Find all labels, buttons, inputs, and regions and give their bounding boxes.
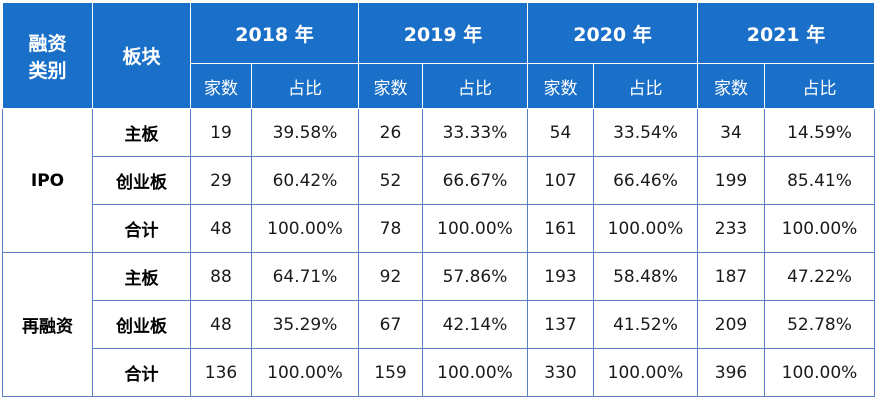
- ratio-cell: 85.41%: [764, 156, 875, 205]
- ratio-cell: 41.52%: [593, 300, 698, 349]
- table-row: 创业板 48 35.29% 67 42.14% 137 41.52% 209 5…: [3, 300, 875, 349]
- count-cell: 330: [527, 348, 594, 397]
- count-cell: 26: [358, 108, 423, 157]
- ratio-cell: 100.00%: [251, 348, 359, 397]
- ratio-cell: 66.67%: [422, 156, 528, 205]
- ratio-cell: 64.71%: [251, 252, 359, 301]
- table-row: 创业板 29 60.42% 52 66.67% 107 66.46% 199 8…: [3, 156, 875, 205]
- category-cell: 再融资: [2, 252, 93, 397]
- category-cell: IPO: [2, 108, 93, 253]
- header-ratio: 占比: [593, 63, 698, 109]
- table-row: 合计 48 100.00% 78 100.00% 161 100.00% 233…: [3, 204, 875, 253]
- ratio-cell: 47.22%: [764, 252, 875, 301]
- header-row-metrics: 家数 占比 家数 占比 家数 占比 家数 占比: [3, 63, 875, 109]
- header-row-years: 融资 类别 板块 2018 年 2019 年 2020 年 2021 年: [2, 2, 875, 109]
- count-cell: 199: [697, 156, 765, 205]
- header-year: 2018 年: [190, 2, 359, 64]
- ratio-cell: 35.29%: [251, 300, 359, 349]
- ratio-cell: 58.48%: [593, 252, 698, 301]
- count-cell: 187: [697, 252, 765, 301]
- count-cell: 136: [190, 348, 252, 397]
- count-cell: 34: [697, 108, 765, 157]
- header-year: 2020 年: [527, 2, 698, 64]
- ratio-cell: 100.00%: [764, 204, 875, 253]
- table-row: IPO 主板 19 39.58% 26 33.33% 54 33.54% 34 …: [2, 108, 875, 253]
- ratio-cell: 57.86%: [422, 252, 528, 301]
- segment-cell: 合计: [92, 204, 191, 253]
- header-segment: 板块: [92, 2, 191, 109]
- ratio-cell: 100.00%: [593, 348, 698, 397]
- count-cell: 29: [190, 156, 252, 205]
- ratio-cell: 33.33%: [422, 108, 528, 157]
- segment-cell: 合计: [92, 348, 191, 397]
- count-cell: 78: [358, 204, 423, 253]
- header-count: 家数: [358, 63, 423, 109]
- ratio-cell: 52.78%: [764, 300, 875, 349]
- ratio-cell: 100.00%: [422, 348, 528, 397]
- count-cell: 137: [527, 300, 594, 349]
- count-cell: 159: [358, 348, 423, 397]
- count-cell: 88: [190, 252, 252, 301]
- ratio-cell: 100.00%: [422, 204, 528, 253]
- header-count: 家数: [697, 63, 765, 109]
- count-cell: 161: [527, 204, 594, 253]
- count-cell: 107: [527, 156, 594, 205]
- header-count: 家数: [527, 63, 594, 109]
- count-cell: 54: [527, 108, 594, 157]
- ratio-cell: 100.00%: [593, 204, 698, 253]
- header-ratio: 占比: [251, 63, 359, 109]
- header-count: 家数: [190, 63, 252, 109]
- count-cell: 233: [697, 204, 765, 253]
- ratio-cell: 42.14%: [422, 300, 528, 349]
- segment-cell: 创业板: [92, 156, 191, 205]
- count-cell: 92: [358, 252, 423, 301]
- header-category: 融资 类别: [2, 2, 93, 109]
- header-year: 2021 年: [697, 2, 875, 64]
- segment-cell: 主板: [92, 108, 191, 157]
- ratio-cell: 60.42%: [251, 156, 359, 205]
- ratio-cell: 100.00%: [764, 348, 875, 397]
- ratio-cell: 39.58%: [251, 108, 359, 157]
- count-cell: 48: [190, 300, 252, 349]
- ratio-cell: 100.00%: [251, 204, 359, 253]
- segment-cell: 创业板: [92, 300, 191, 349]
- ratio-cell: 14.59%: [764, 108, 875, 157]
- count-cell: 193: [527, 252, 594, 301]
- table-row: 合计 136 100.00% 159 100.00% 330 100.00% 3…: [3, 348, 875, 397]
- header-ratio: 占比: [422, 63, 528, 109]
- ratio-cell: 33.54%: [593, 108, 698, 157]
- count-cell: 209: [697, 300, 765, 349]
- header-year: 2019 年: [358, 2, 528, 64]
- count-cell: 52: [358, 156, 423, 205]
- table-row: 再融资 主板 88 64.71% 92 57.86% 193 58.48% 18…: [2, 252, 875, 397]
- count-cell: 67: [358, 300, 423, 349]
- ratio-cell: 66.46%: [593, 156, 698, 205]
- financing-table: 融资 类别 板块 2018 年 2019 年 2020 年 2021 年 家数 …: [2, 2, 875, 397]
- count-cell: 48: [190, 204, 252, 253]
- count-cell: 19: [190, 108, 252, 157]
- segment-cell: 主板: [92, 252, 191, 301]
- count-cell: 396: [697, 348, 765, 397]
- header-ratio: 占比: [764, 63, 875, 109]
